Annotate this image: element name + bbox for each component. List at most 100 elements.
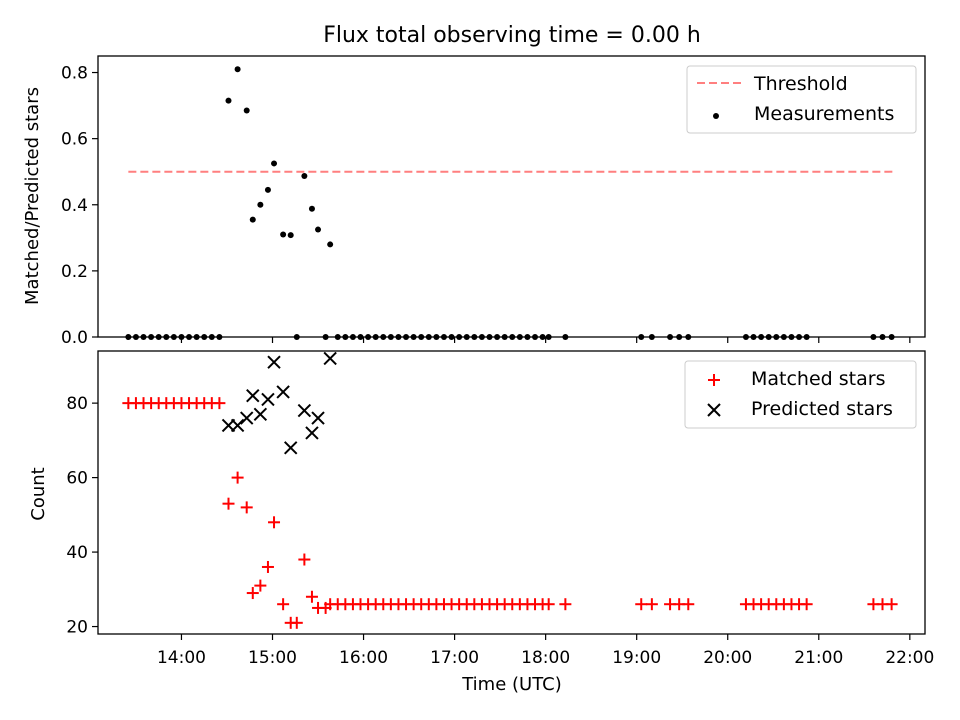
predicted-star-point: [311, 411, 325, 425]
measurement-point: [780, 334, 787, 340]
legend-matched-swatch: [708, 374, 720, 386]
measurement-point: [155, 334, 162, 340]
bottom-legend-box: [684, 360, 917, 429]
matched-star-point: [800, 598, 813, 611]
x-tick-label: 15:00: [248, 648, 297, 668]
measurement-point: [803, 334, 810, 340]
top-marks: [125, 66, 895, 340]
measurement-point: [539, 334, 546, 340]
matched-star-point: [298, 553, 311, 566]
measurement-point: [478, 334, 485, 340]
measurement-point: [225, 97, 232, 104]
measurement-point: [234, 66, 241, 73]
measurement-point: [742, 334, 749, 340]
measurement-point: [486, 334, 493, 340]
predicted-star-stroke: [323, 351, 337, 366]
predicted-star-point: [323, 351, 337, 366]
matched-star-point: [885, 598, 898, 611]
measurement-point: [888, 334, 895, 340]
measurement-point: [765, 334, 772, 340]
x-tick-label: 20:00: [703, 648, 752, 668]
x-tick-label: 19:00: [612, 648, 661, 668]
legend-measurements-swatch: [713, 113, 719, 119]
measurement-point: [280, 231, 287, 238]
measurement-point: [125, 334, 132, 340]
predicted-star-point: [261, 392, 275, 407]
measurement-point: [425, 334, 432, 340]
measurement-point: [448, 334, 455, 340]
measurement-point: [243, 107, 250, 114]
measurement-point: [395, 334, 402, 340]
legend-threshold-label: Threshold: [753, 73, 848, 95]
matched-star-point: [222, 497, 235, 510]
bottom-y-tick-label: 40: [66, 543, 88, 563]
measurement-point: [796, 334, 803, 340]
predicted-star-point: [284, 441, 298, 455]
bottom-y-tick-label: 80: [66, 394, 88, 414]
measurement-point: [334, 334, 341, 340]
measurement-point: [471, 334, 478, 340]
measurement-point: [433, 334, 440, 340]
matched-star-point: [290, 616, 303, 629]
x-tick-label: 14:00: [157, 648, 206, 668]
x-tick-label: 22:00: [885, 648, 934, 668]
measurement-point: [327, 241, 334, 248]
predicted-star-point: [276, 385, 290, 399]
measurement-point: [365, 334, 372, 340]
top-legend: Threshold Measurements: [686, 65, 917, 134]
predicted-star-point: [253, 407, 268, 422]
top-y-tick-label: 0.2: [61, 262, 88, 282]
top-legend-box: [686, 65, 917, 134]
x-tick-label: 21:00: [794, 648, 843, 668]
measurement-point: [648, 334, 655, 340]
matched-star-point: [635, 598, 648, 611]
measurement-point: [387, 334, 394, 340]
top-y-tick-label: 0.4: [61, 196, 88, 216]
measurement-point: [208, 334, 215, 340]
x-tick-label: 18:00: [521, 648, 570, 668]
matched-star-point: [240, 501, 253, 514]
measurement-point: [372, 334, 379, 340]
x-tick-label: 16:00: [339, 648, 388, 668]
legend-predicted-label: Predicted stars: [751, 398, 893, 420]
predicted-star-stroke: [246, 388, 260, 403]
measurement-point: [501, 334, 508, 340]
bottom-legend: Matched stars Predicted stars: [684, 360, 917, 429]
measurement-point: [418, 334, 425, 340]
measurement-point: [879, 334, 886, 340]
top-y-tick-label: 0.8: [61, 64, 88, 84]
matched-star-point: [277, 598, 290, 611]
measurement-point: [293, 334, 300, 340]
measurement-point: [257, 201, 264, 208]
measurement-point: [342, 334, 349, 340]
measurement-point: [456, 334, 463, 340]
bottom-y-axis-label: Count: [28, 467, 49, 520]
bottom-y-tick-label: 60: [66, 469, 88, 489]
measurement-point: [301, 173, 308, 180]
matched-star-point: [246, 587, 259, 600]
measurement-point: [685, 334, 692, 340]
matched-star-point: [305, 590, 318, 603]
bottom-x-axis: 14:00 15:00 16:00 17:00 18:00 19:00 20:00 21:00…: [157, 634, 934, 668]
measurement-point: [410, 334, 417, 340]
predicted-star-stroke: [253, 407, 268, 422]
measurement-point: [532, 334, 539, 340]
measurement-point: [264, 186, 271, 193]
predicted-star-stroke: [230, 418, 245, 433]
measurement-point: [870, 334, 877, 340]
measurement-point: [249, 216, 256, 223]
predicted-star-point: [305, 426, 319, 440]
measurement-point: [758, 334, 765, 340]
measurement-point: [170, 334, 177, 340]
predicted-star-point: [230, 418, 245, 433]
predicted-star-stroke: [261, 392, 275, 407]
matched-star-point: [559, 598, 572, 611]
matched-star-point: [268, 516, 281, 529]
measurement-point: [349, 334, 356, 340]
measurement-point: [788, 334, 795, 340]
measurement-point: [562, 334, 569, 340]
measurement-point: [140, 334, 147, 340]
predicted-star-stroke: [276, 385, 290, 399]
measurement-point: [201, 334, 208, 340]
